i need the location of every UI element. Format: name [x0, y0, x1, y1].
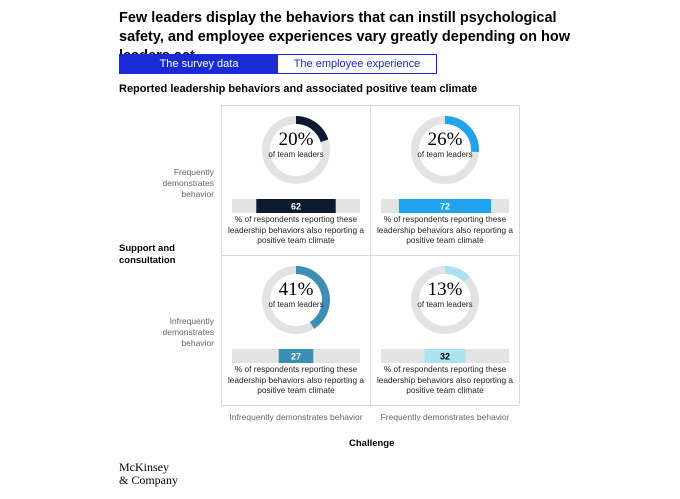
bar-value-label: 62 — [291, 202, 301, 212]
x-axis-title: Challenge — [349, 438, 395, 449]
bar-fill — [278, 349, 314, 363]
y-row-label-frequent: Frequently demonstrates behavior — [162, 167, 215, 199]
bar-caption: % of respondents reporting these leaders… — [376, 364, 514, 395]
bar-value-label: 32 — [440, 352, 450, 362]
leaders-percent: 20% — [278, 129, 314, 150]
ring-arc — [444, 116, 479, 153]
grid-right — [519, 105, 520, 405]
ring-arc — [295, 266, 330, 329]
quadrant-graphic: 27 — [232, 266, 360, 363]
bar-fill — [256, 199, 336, 213]
y-axis-title: Support and consultation — [119, 243, 176, 266]
chart-subtitle: Reported leadership behaviors and associ… — [119, 83, 478, 95]
logo-line-2: & Company — [119, 473, 178, 487]
tab-employee-experience[interactable]: The employee experience — [278, 55, 436, 73]
bar-fill — [398, 199, 492, 213]
quadrant-graphic: 62 — [232, 116, 360, 213]
ring-caption: of team leaders — [417, 300, 473, 309]
grid-bottom — [221, 405, 519, 406]
quadrant-graphic: 72 — [381, 116, 509, 213]
logo-line-1: McKinsey — [119, 460, 169, 474]
ring-arc — [444, 266, 470, 283]
bar-value-label: 27 — [291, 352, 301, 362]
bar-caption: % of respondents reporting these leaders… — [227, 364, 365, 395]
ring-arc — [295, 116, 329, 143]
bar-fill — [424, 349, 466, 363]
leaders-percent: 41% — [278, 279, 314, 300]
bar-caption: % of respondents reporting these leaders… — [376, 214, 514, 245]
quadrant-infrequent-support-infrequent-challenge: 27 41% of team leaders % of respondents … — [222, 256, 370, 406]
tab-bar: The survey data The employee experience — [119, 54, 437, 74]
x-col-label-frequent: Frequently demonstrates behavior — [380, 412, 510, 422]
leaders-percent: 26% — [427, 129, 463, 150]
ring-caption: of team leaders — [417, 150, 473, 159]
quadrant-graphic: 32 — [381, 266, 509, 363]
y-row-label-infrequent: Infrequently demonstrates behavior — [162, 316, 215, 348]
grid-middle-vertical — [370, 105, 371, 405]
mckinsey-logo: McKinsey & Company — [119, 461, 178, 487]
leaders-percent: 13% — [427, 279, 463, 300]
bar-caption: % of respondents reporting these leaders… — [227, 214, 365, 245]
quadrant-frequent-support-infrequent-challenge: 62 20% of team leaders % of respondents … — [222, 106, 370, 256]
x-col-label-infrequent: Infrequently demonstrates behavior — [229, 412, 363, 422]
tab-survey-data[interactable]: The survey data — [120, 55, 278, 73]
ring-caption: of team leaders — [268, 300, 324, 309]
quadrant-infrequent-support-frequent-challenge: 32 13% of team leaders % of respondents … — [371, 256, 519, 406]
grid-left — [221, 105, 222, 405]
ring-caption: of team leaders — [268, 150, 324, 159]
bar-value-label: 72 — [440, 202, 450, 212]
quadrant-frequent-support-frequent-challenge: 72 26% of team leaders % of respondents … — [371, 106, 519, 256]
